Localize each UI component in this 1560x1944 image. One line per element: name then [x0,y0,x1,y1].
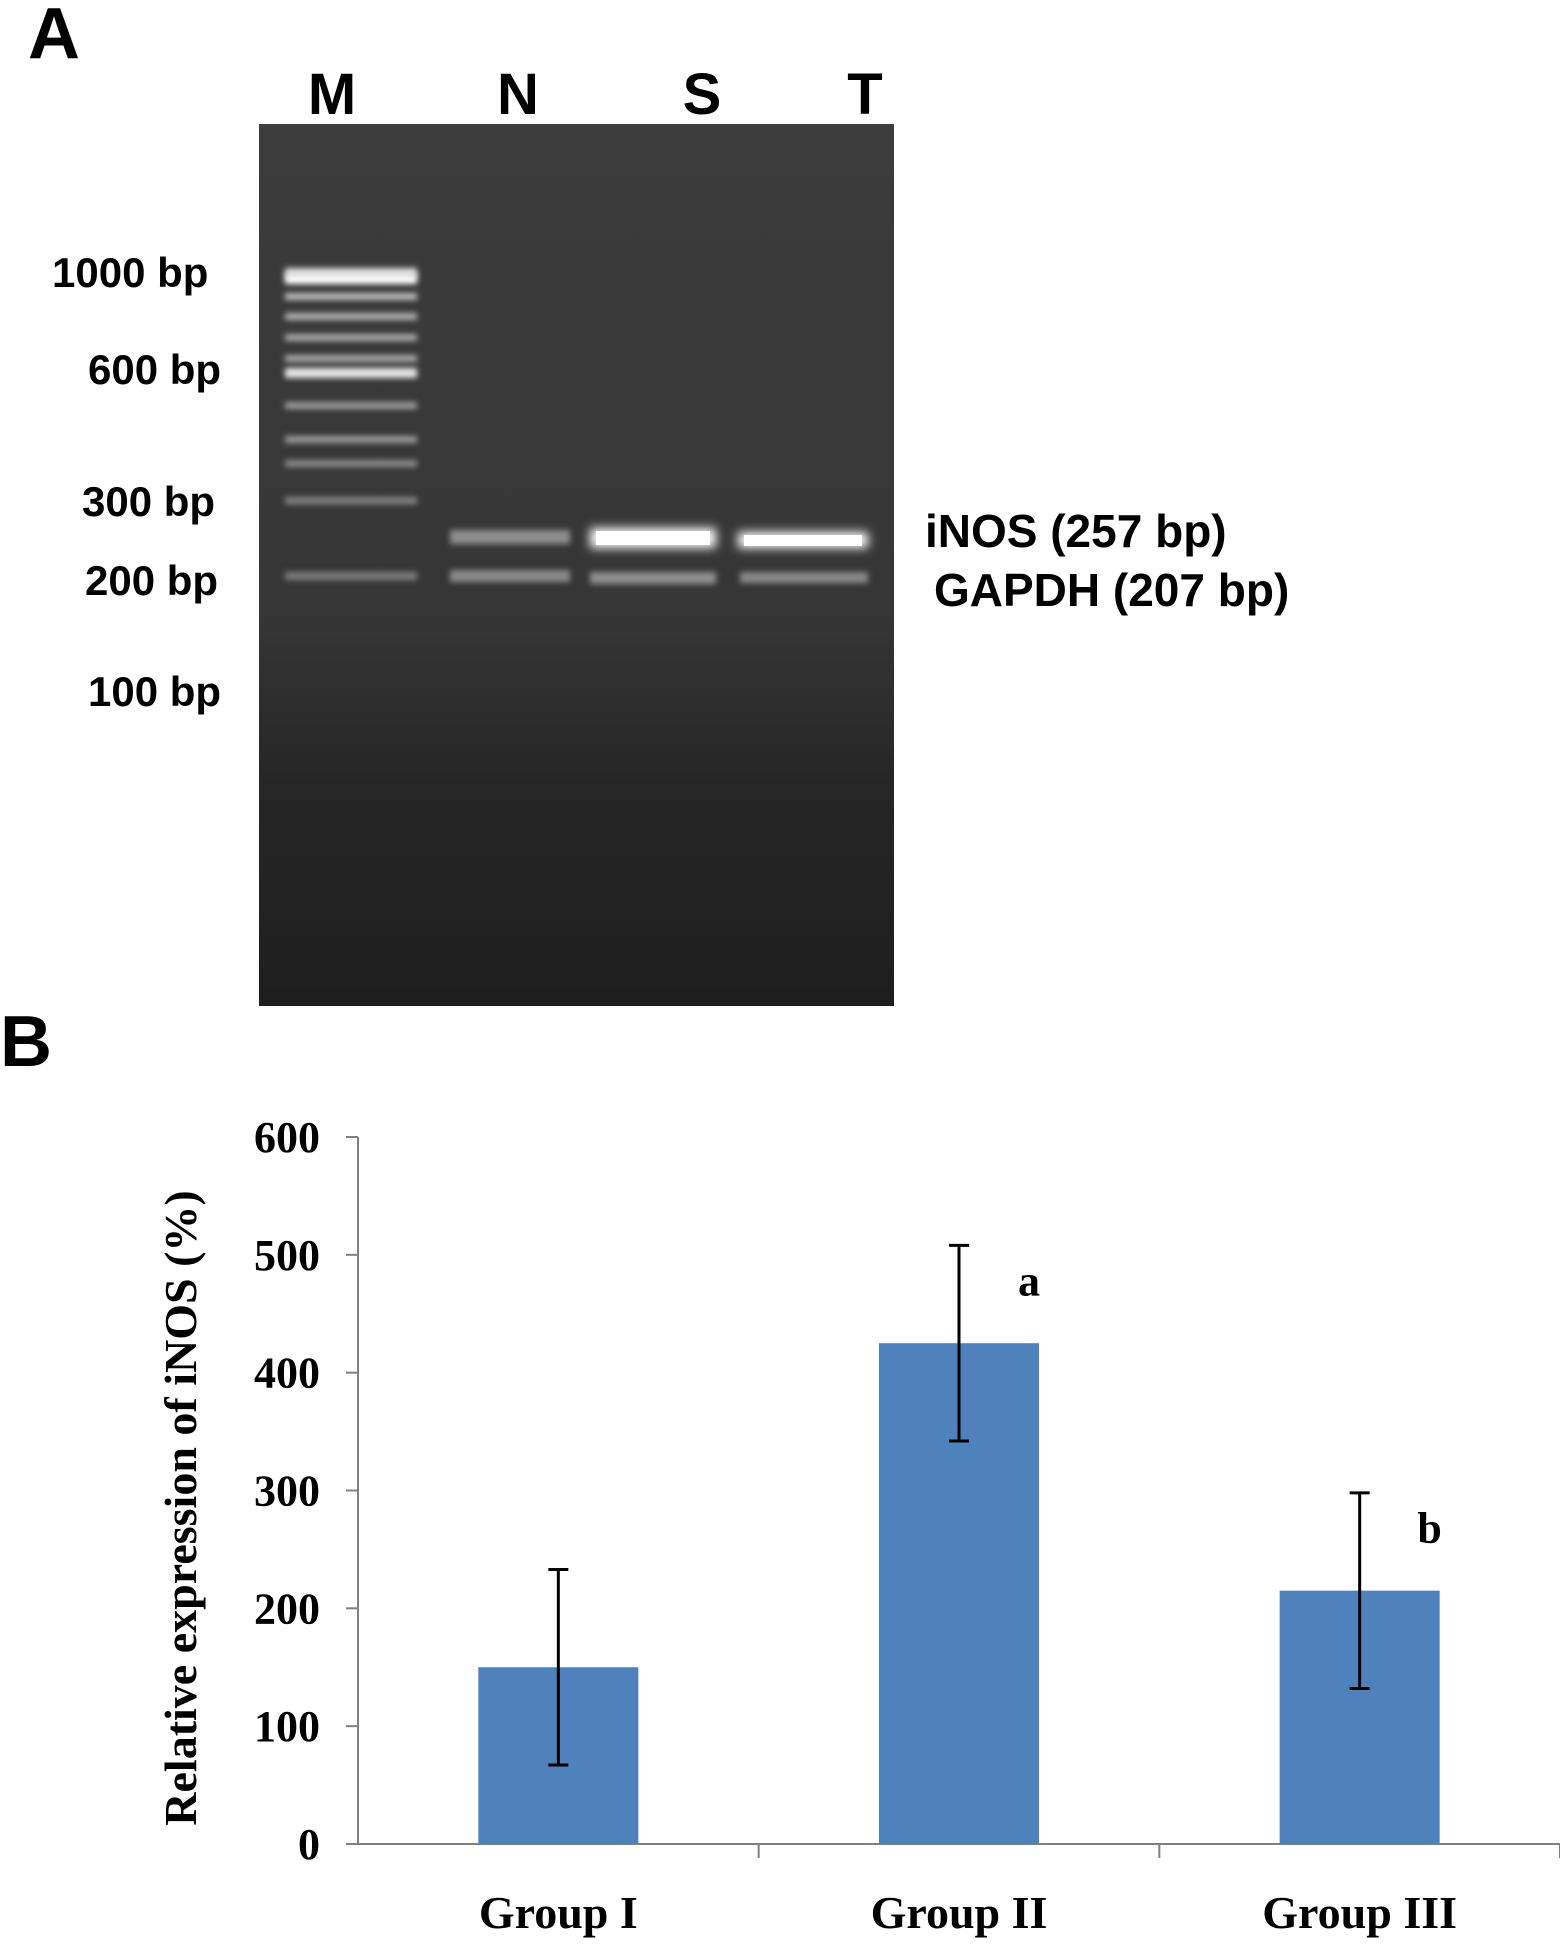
bar-chart: 0 100 200 300 400 500 600 Group I Group II a Group… [254,1113,1560,1938]
ladder-band [285,572,417,580]
band-t-gapdh [740,572,868,583]
band-n-gapdh [450,570,570,582]
lane-label-s: S [683,62,722,127]
band-label-gapdh: GAPDH (207 bp) [934,564,1289,616]
marker-label-600: 600 bp [88,346,221,393]
ladder-band [285,368,417,378]
gel-image [259,124,894,1006]
band-s-gapdh [590,572,716,584]
x-category-label: Group III [1262,1887,1457,1938]
x-category-label: Group I [479,1887,638,1938]
ladder-band [285,460,417,467]
y-tick-label: 100 [254,1702,320,1751]
y-tick-label: 300 [254,1467,320,1516]
y-axis-title: Relative expression of iNOS (%) [155,1190,206,1825]
significance-label: b [1417,1504,1441,1553]
ladder-band [285,497,417,504]
band-t-inos-core [744,535,862,546]
y-tick-label: 200 [254,1584,320,1633]
ladder-band [285,293,417,300]
x-category-label: Group II [871,1887,1048,1938]
band-n-inos [450,530,570,544]
lane-label-m: M [308,62,356,127]
y-tick-label: 600 [254,1113,320,1162]
marker-label-300: 300 bp [82,478,215,525]
ladder-band [285,355,417,362]
y-tick-label: 500 [254,1231,320,1280]
lane-label-n: N [497,62,539,127]
panel-b-label: B [0,1002,52,1082]
ladder-bands [285,268,417,580]
ladder-band [285,402,417,409]
marker-label-200: 200 bp [85,557,218,604]
lane-label-t: T [847,62,882,127]
marker-label-100: 100 bp [88,668,221,715]
band-label-inos: iNOS (257 bp) [925,505,1227,557]
ladder-band [285,313,417,320]
significance-label: a [1018,1256,1040,1305]
ladder-band [285,268,417,277]
ladder-band [285,334,417,341]
ladder-band [285,436,417,443]
y-tick-label: 0 [298,1820,320,1869]
panel-a-label: A [28,0,80,74]
marker-label-1000: 1000 bp [52,249,208,296]
y-tick-label: 400 [254,1349,320,1398]
ladder-band [285,274,417,284]
band-s-inos-core [596,531,710,545]
